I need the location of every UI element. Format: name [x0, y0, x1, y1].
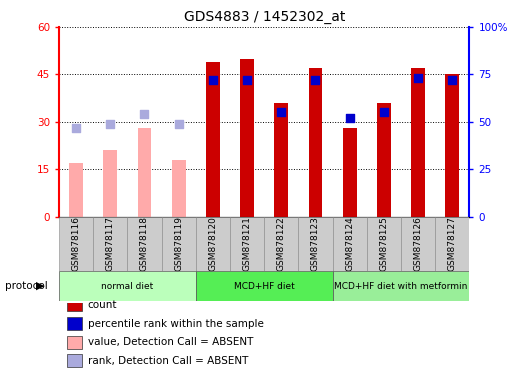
- Point: [311, 77, 320, 83]
- Text: ▶: ▶: [36, 281, 45, 291]
- Point: [346, 115, 354, 121]
- Point: [414, 75, 422, 81]
- Text: GSM878123: GSM878123: [311, 217, 320, 271]
- Bar: [299, 217, 332, 271]
- Bar: [172, 160, 186, 217]
- Text: normal diet: normal diet: [101, 281, 153, 291]
- Bar: [274, 103, 288, 217]
- Text: value, Detection Call = ABSENT: value, Detection Call = ABSENT: [88, 337, 253, 347]
- Point: [209, 77, 217, 83]
- Bar: [401, 217, 435, 271]
- Text: GSM878122: GSM878122: [277, 217, 286, 271]
- Bar: [67, 336, 82, 349]
- Text: GSM878126: GSM878126: [413, 217, 423, 271]
- Point: [380, 109, 388, 116]
- Bar: [137, 128, 151, 217]
- Text: GSM878120: GSM878120: [208, 217, 218, 271]
- Bar: [67, 354, 82, 367]
- Text: MCD+HF diet with metformin: MCD+HF diet with metformin: [334, 281, 468, 291]
- Bar: [332, 271, 469, 301]
- Bar: [206, 62, 220, 217]
- Text: GSM878117: GSM878117: [106, 216, 115, 271]
- Point: [141, 111, 149, 118]
- Bar: [367, 217, 401, 271]
- Bar: [332, 217, 367, 271]
- Text: GSM878119: GSM878119: [174, 216, 183, 271]
- Text: rank, Detection Call = ABSENT: rank, Detection Call = ABSENT: [88, 356, 248, 366]
- Bar: [377, 103, 391, 217]
- Bar: [230, 217, 264, 271]
- Bar: [411, 68, 425, 217]
- Bar: [104, 151, 117, 217]
- Text: GSM878127: GSM878127: [448, 217, 457, 271]
- Text: GSM878118: GSM878118: [140, 216, 149, 271]
- Point: [106, 121, 114, 127]
- Text: MCD+HF diet: MCD+HF diet: [234, 281, 294, 291]
- Bar: [67, 317, 82, 330]
- Text: protocol: protocol: [5, 281, 48, 291]
- Bar: [59, 217, 93, 271]
- Bar: [445, 74, 459, 217]
- Bar: [264, 217, 299, 271]
- Point: [243, 77, 251, 83]
- Text: GSM878121: GSM878121: [243, 217, 251, 271]
- Point: [174, 121, 183, 127]
- Text: GSM878125: GSM878125: [380, 217, 388, 271]
- Text: percentile rank within the sample: percentile rank within the sample: [88, 318, 264, 329]
- Bar: [196, 271, 332, 301]
- Bar: [343, 128, 357, 217]
- Bar: [59, 271, 196, 301]
- Point: [72, 124, 80, 131]
- Point: [448, 77, 457, 83]
- Text: GSM878116: GSM878116: [72, 216, 81, 271]
- Bar: [93, 217, 127, 271]
- Title: GDS4883 / 1452302_at: GDS4883 / 1452302_at: [184, 10, 345, 25]
- Text: count: count: [88, 300, 117, 310]
- Bar: [127, 217, 162, 271]
- Bar: [67, 298, 82, 311]
- Bar: [309, 68, 322, 217]
- Point: [277, 109, 285, 116]
- Bar: [69, 163, 83, 217]
- Text: GSM878124: GSM878124: [345, 217, 354, 271]
- Bar: [196, 217, 230, 271]
- Bar: [240, 59, 254, 217]
- Bar: [162, 217, 196, 271]
- Bar: [435, 217, 469, 271]
